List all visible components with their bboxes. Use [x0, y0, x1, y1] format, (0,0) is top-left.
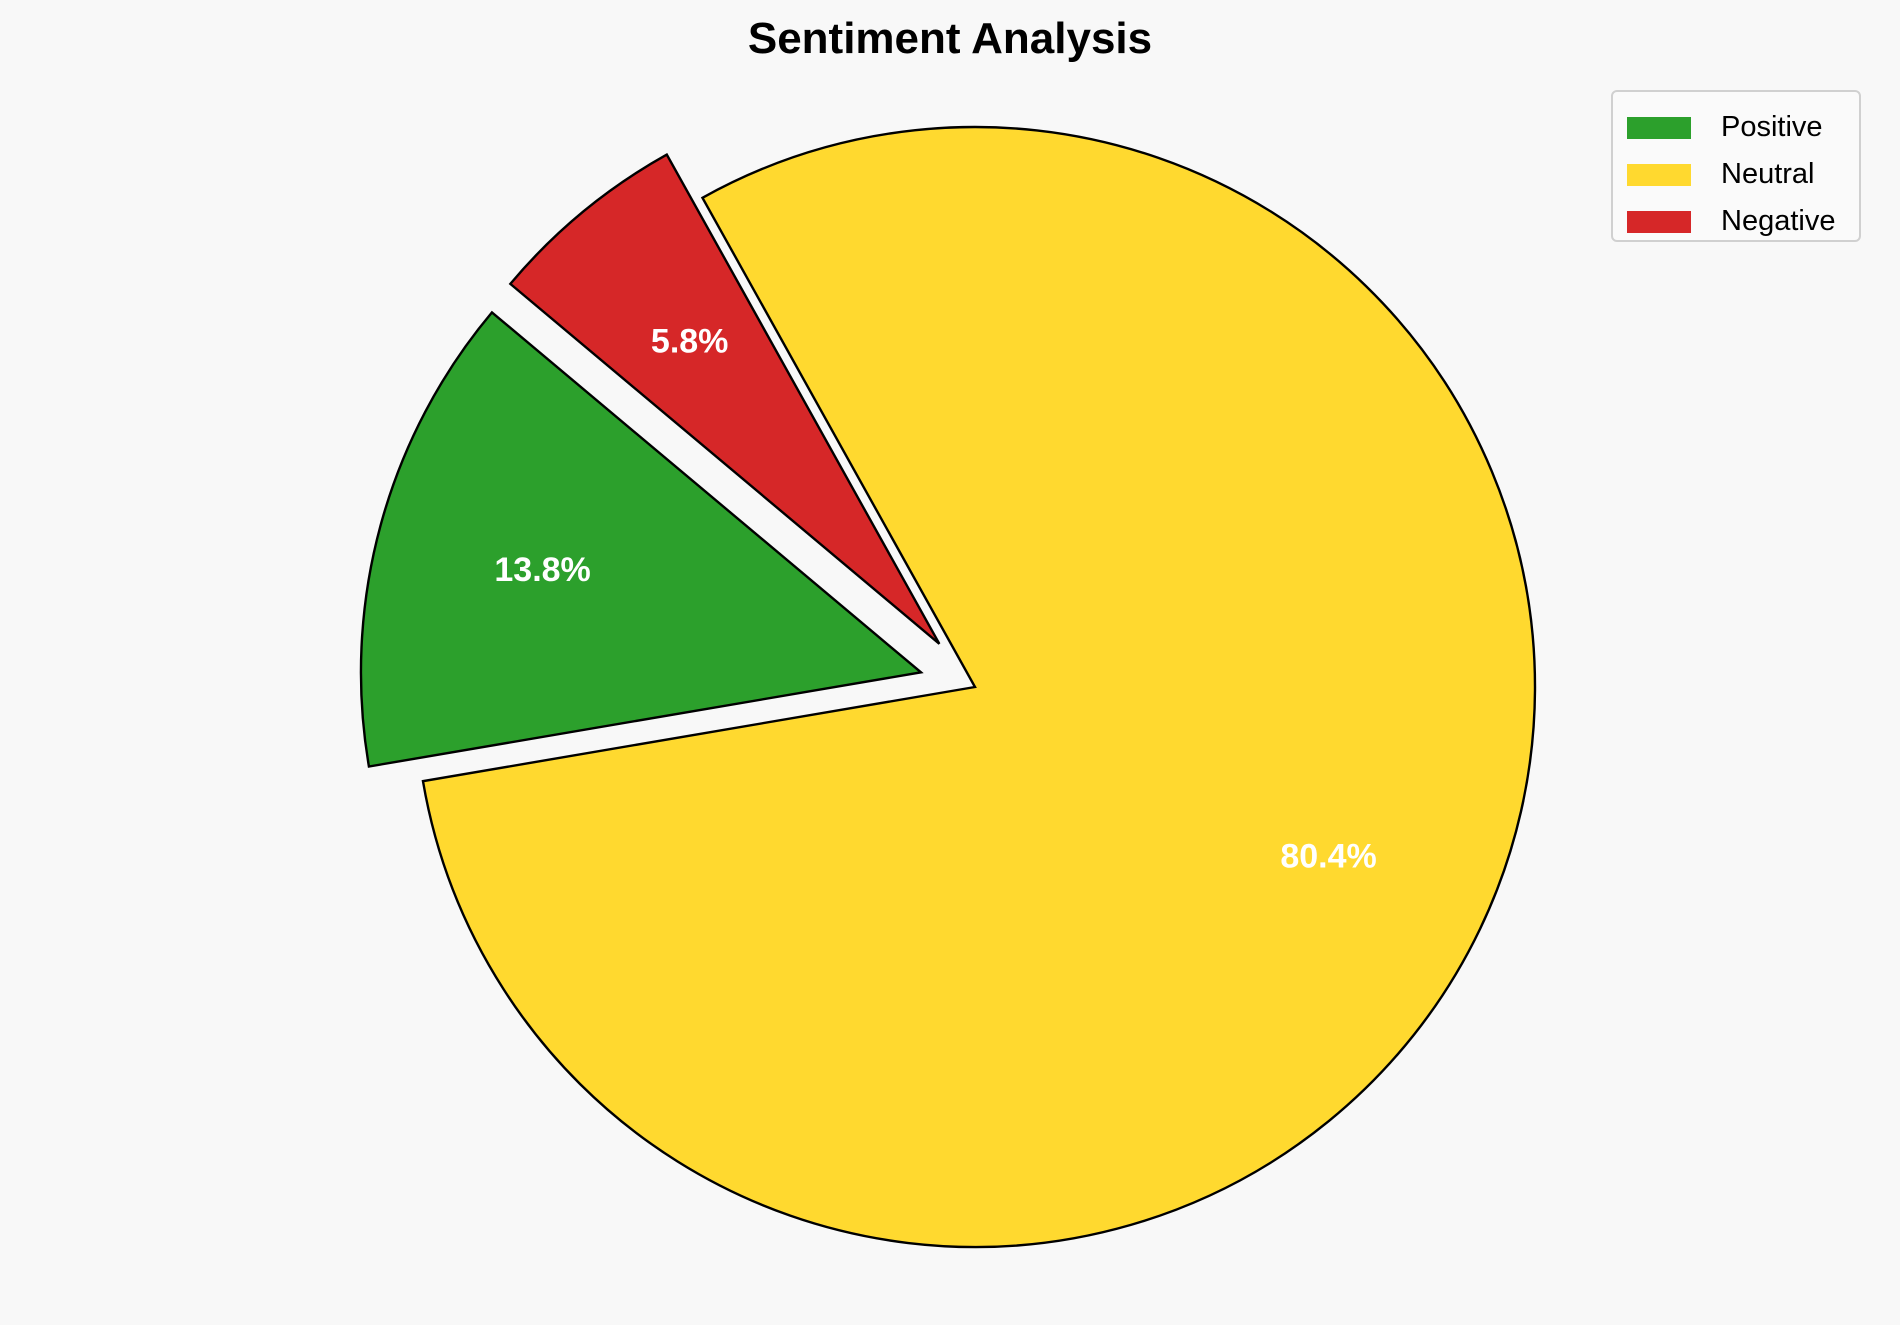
legend-label-neutral: Neutral [1721, 158, 1815, 190]
pie-slice-negative [508, 152, 941, 645]
legend-item-positive: Positive [1627, 104, 1859, 151]
legend: Positive Neutral Negative [1611, 90, 1861, 242]
legend-swatch-negative [1627, 210, 1691, 233]
legend-item-negative: Negative [1627, 198, 1859, 245]
pie-label-negative: 5.8% [651, 323, 729, 361]
pie-label-neutral: 80.4% [1280, 837, 1376, 875]
legend-swatch-positive [1627, 116, 1691, 139]
chart-title: Sentiment Analysis [747, 14, 1153, 63]
legend-label-negative: Negative [1721, 205, 1836, 237]
pie-label-positive: 13.8% [494, 551, 590, 589]
legend-label-positive: Positive [1721, 111, 1823, 143]
legend-item-neutral: Neutral [1627, 151, 1859, 198]
pie-slice-neutral [421, 125, 1537, 1249]
legend-swatch-neutral [1627, 163, 1691, 186]
pie-slice-positive [359, 310, 924, 768]
